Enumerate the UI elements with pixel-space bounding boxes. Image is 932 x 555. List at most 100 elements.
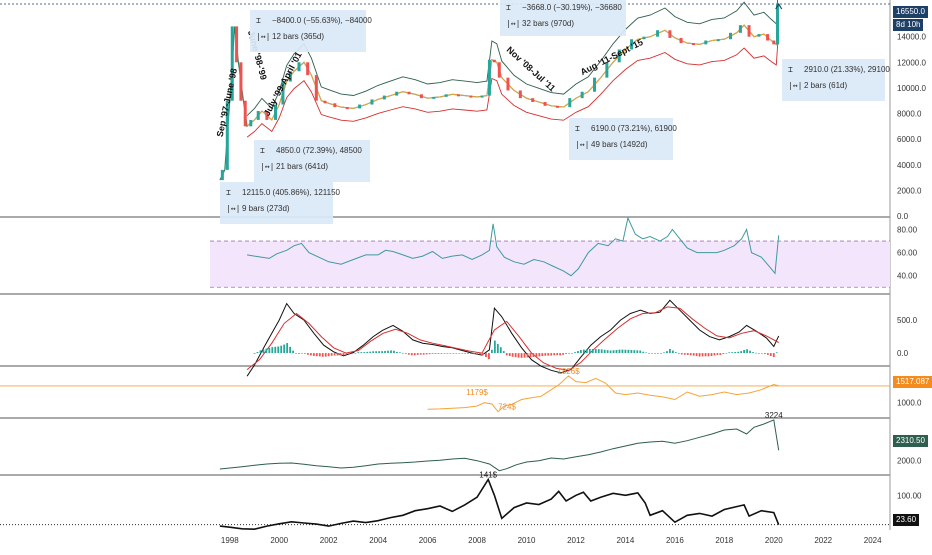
- macd-histogram-bar: [488, 353, 490, 360]
- measure-note-rise-2011[interactable]: ⌶ 6190.0 (73.21%), 61900 |↔| 49 bars (1492…: [569, 118, 677, 160]
- y-tick-label: 10000.0: [897, 84, 926, 93]
- macd-histogram-bar: [508, 353, 511, 357]
- macd-histogram-bar: [648, 353, 651, 354]
- macd-histogram-bar: [695, 353, 698, 357]
- macd-histogram-bar: [763, 353, 766, 355]
- macd-histogram-bar: [467, 353, 470, 354]
- price-candle: [274, 104, 278, 120]
- price-candle: [407, 91, 411, 95]
- price-candle: [288, 71, 292, 82]
- macd-histogram-bar: [704, 353, 707, 357]
- macd-histogram-bar: [547, 353, 550, 356]
- macd-histogram-bar: [401, 352, 404, 354]
- macd-histogram-bar: [422, 353, 425, 355]
- oil-series-line: [219, 477, 780, 531]
- measure-note-drop-2008[interactable]: ⌶ −3668.0 (−30.19%), −36680 |↔| 32 bars (9…: [500, 0, 626, 36]
- macd-histogram-bar: [315, 353, 318, 357]
- price-candle: [469, 95, 473, 98]
- macd-histogram-bar: [627, 349, 630, 354]
- macd-histogram-bar: [431, 353, 434, 354]
- main-last-price-tag: 16550.0: [893, 6, 928, 18]
- macd-histogram-bar: [654, 353, 656, 354]
- macd-histogram-bar: [274, 346, 277, 354]
- macd-histogram-bar: [458, 353, 461, 354]
- price-candle: [358, 104, 362, 109]
- price-candle: [382, 95, 386, 100]
- macd-histogram-bar: [520, 353, 523, 358]
- macd-histogram-bar: [752, 352, 754, 354]
- macd-histogram-bar: [615, 349, 618, 354]
- price-candle: [444, 94, 448, 97]
- macd-histogram-bar: [580, 349, 582, 354]
- macd-histogram-bar: [366, 351, 369, 354]
- price-candle: [220, 169, 224, 181]
- measure-note-rise-1999[interactable]: ⌶ 4850.0 (72.39%), 48500 |↔| 21 bars (641d…: [254, 140, 370, 182]
- macd-histogram-bar: [505, 353, 508, 356]
- macd-histogram-bar: [666, 351, 668, 354]
- price-candle: [395, 91, 399, 96]
- price-candle: [345, 107, 349, 110]
- bars-icon: |↔|: [788, 81, 803, 90]
- measure-value: −3668.0 (−30.19%), −36680: [522, 3, 622, 12]
- macd-histogram-bar: [689, 353, 692, 356]
- measure-note-rise-1997[interactable]: ⌶ 12115.0 (405.86%), 121150 |↔| 9 bars (27…: [220, 182, 340, 224]
- macd-histogram-bar: [375, 351, 378, 354]
- macd-histogram-bar: [271, 347, 274, 354]
- macd-histogram-bar: [603, 349, 606, 354]
- price-candle: [230, 26, 234, 101]
- macd-histogram-bar: [295, 353, 297, 354]
- macd-histogram-bar: [594, 349, 597, 354]
- macd-histogram-bar: [318, 353, 321, 357]
- price-candle: [729, 32, 733, 40]
- macd-histogram-bar: [633, 350, 636, 354]
- lower-band-line: [246, 29, 780, 138]
- price-candle: [492, 59, 496, 63]
- price-candle: [772, 40, 776, 45]
- price-candle: [656, 30, 660, 37]
- macd-histogram-bar: [381, 351, 384, 354]
- price-candle: [630, 39, 634, 50]
- bars-icon: |↔|: [575, 140, 590, 149]
- macd-histogram-bar: [434, 353, 437, 354]
- price-candle: [543, 101, 547, 106]
- macd-histogram-bar: [630, 349, 633, 354]
- macd-histogram-bar: [674, 352, 677, 354]
- x-tick-label: 2016: [666, 536, 684, 545]
- macd-histogram-bar: [425, 353, 428, 355]
- macd-histogram-bar: [307, 353, 309, 355]
- price-candle: [704, 40, 708, 45]
- price-candle: [497, 62, 501, 78]
- measure-bars: 9 bars (273d): [242, 204, 290, 213]
- macd-histogram-bar: [761, 353, 763, 354]
- macd-histogram-bar: [259, 350, 262, 354]
- bars-icon: |↔|: [260, 162, 275, 171]
- price-candle: [738, 25, 742, 33]
- macd-histogram-bar: [529, 353, 532, 358]
- measure-note-drop-1998[interactable]: ⌶ −8400.0 (−55.63%), −84000 |↔| 12 bars (3…: [250, 10, 372, 52]
- macd-histogram-bar: [304, 353, 306, 354]
- macd-histogram-bar: [253, 353, 256, 354]
- macd-histogram-bar: [559, 353, 562, 356]
- macd-histogram-bar: [719, 353, 722, 355]
- macd-histogram-bar: [351, 353, 354, 354]
- macd-histogram-bar: [496, 343, 499, 354]
- price-candle: [249, 119, 253, 127]
- macd-histogram-bar: [701, 353, 704, 357]
- price-candle: [457, 94, 461, 97]
- price-candle: [314, 75, 318, 101]
- macd-histogram-bar: [582, 349, 585, 354]
- macd-histogram-bar: [651, 353, 654, 354]
- macd-histogram-bar: [354, 353, 357, 354]
- bars-icon: |↔|: [506, 19, 521, 28]
- measure-note-rise-2020[interactable]: ⌶ 2910.0 (21.33%), 29100 |↔| 2 bars (61d): [782, 59, 890, 101]
- macd-histogram-bar: [526, 353, 529, 358]
- macd-histogram-bar: [550, 353, 553, 356]
- macd-histogram-bar: [746, 349, 748, 354]
- macd-histogram-bar: [743, 349, 746, 354]
- price-candle: [306, 62, 310, 76]
- range-icon: ⌶: [260, 146, 265, 155]
- price-candle: [243, 100, 247, 127]
- y-tick-label: 40.00: [897, 272, 918, 281]
